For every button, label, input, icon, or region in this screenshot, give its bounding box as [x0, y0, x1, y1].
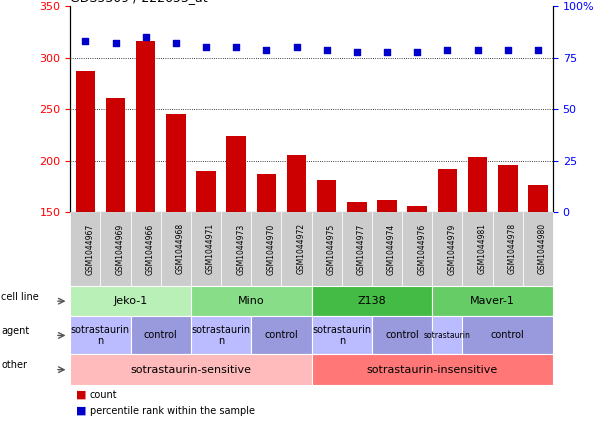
- Text: Z138: Z138: [357, 296, 386, 306]
- Text: Maver-1: Maver-1: [470, 296, 515, 306]
- Text: ■: ■: [76, 406, 87, 416]
- Point: [412, 48, 422, 55]
- Bar: [76, 71, 95, 212]
- Text: GSM1044974: GSM1044974: [387, 223, 396, 275]
- Bar: [227, 136, 246, 212]
- Point: [111, 40, 120, 47]
- Text: GSM1044980: GSM1044980: [538, 223, 547, 275]
- Text: Jeko-1: Jeko-1: [114, 296, 148, 306]
- Text: GSM1044977: GSM1044977: [357, 223, 366, 275]
- Text: sotrastaurin
n: sotrastaurin n: [312, 324, 371, 346]
- Bar: [528, 185, 547, 212]
- Bar: [136, 41, 155, 212]
- Point: [81, 38, 90, 45]
- Text: GDS5309 / 222653_at: GDS5309 / 222653_at: [70, 0, 208, 4]
- Text: GSM1044971: GSM1044971: [206, 223, 215, 275]
- Text: sotrastaurin: sotrastaurin: [424, 331, 471, 340]
- Point: [232, 44, 241, 51]
- Text: GSM1044976: GSM1044976: [417, 223, 426, 275]
- Point: [322, 46, 332, 53]
- Point: [533, 46, 543, 53]
- Point: [473, 46, 483, 53]
- Point: [141, 34, 150, 41]
- Bar: [166, 114, 186, 212]
- Bar: [468, 157, 488, 212]
- Bar: [347, 202, 367, 212]
- Text: GSM1044979: GSM1044979: [447, 223, 456, 275]
- Point: [291, 44, 301, 51]
- Text: sotrastaurin
n: sotrastaurin n: [191, 324, 251, 346]
- Text: control: control: [491, 330, 525, 341]
- Bar: [287, 155, 306, 212]
- Bar: [257, 174, 276, 212]
- Text: GSM1044967: GSM1044967: [86, 223, 94, 275]
- Bar: [437, 169, 457, 212]
- Text: control: control: [265, 330, 298, 341]
- Text: cell line: cell line: [1, 292, 39, 302]
- Text: GSM1044978: GSM1044978: [508, 223, 517, 275]
- Text: control: control: [386, 330, 419, 341]
- Point: [352, 48, 362, 55]
- Bar: [498, 165, 518, 212]
- Text: GSM1044970: GSM1044970: [266, 223, 276, 275]
- Bar: [196, 171, 216, 212]
- Text: count: count: [90, 390, 117, 400]
- Point: [201, 44, 211, 51]
- Text: sotrastaurin
n: sotrastaurin n: [71, 324, 130, 346]
- Text: ■: ■: [76, 390, 87, 400]
- Text: control: control: [144, 330, 178, 341]
- Text: Mino: Mino: [238, 296, 265, 306]
- Text: GSM1044973: GSM1044973: [236, 223, 245, 275]
- Text: agent: agent: [1, 326, 29, 336]
- Text: sotrastaurin-insensitive: sotrastaurin-insensitive: [367, 365, 498, 375]
- Bar: [317, 180, 337, 212]
- Point: [382, 48, 392, 55]
- Bar: [106, 98, 125, 212]
- Text: GSM1044966: GSM1044966: [145, 223, 155, 275]
- Text: percentile rank within the sample: percentile rank within the sample: [90, 406, 255, 416]
- Bar: [408, 206, 427, 212]
- Text: GSM1044968: GSM1044968: [176, 223, 185, 275]
- Text: GSM1044969: GSM1044969: [115, 223, 125, 275]
- Point: [503, 46, 513, 53]
- Point: [171, 40, 181, 47]
- Text: GSM1044972: GSM1044972: [296, 223, 306, 275]
- Bar: [377, 200, 397, 212]
- Text: sotrastaurin-sensitive: sotrastaurin-sensitive: [130, 365, 252, 375]
- Text: other: other: [1, 360, 27, 371]
- Point: [262, 46, 271, 53]
- Point: [442, 46, 452, 53]
- Text: GSM1044981: GSM1044981: [478, 223, 486, 275]
- Text: GSM1044975: GSM1044975: [327, 223, 335, 275]
